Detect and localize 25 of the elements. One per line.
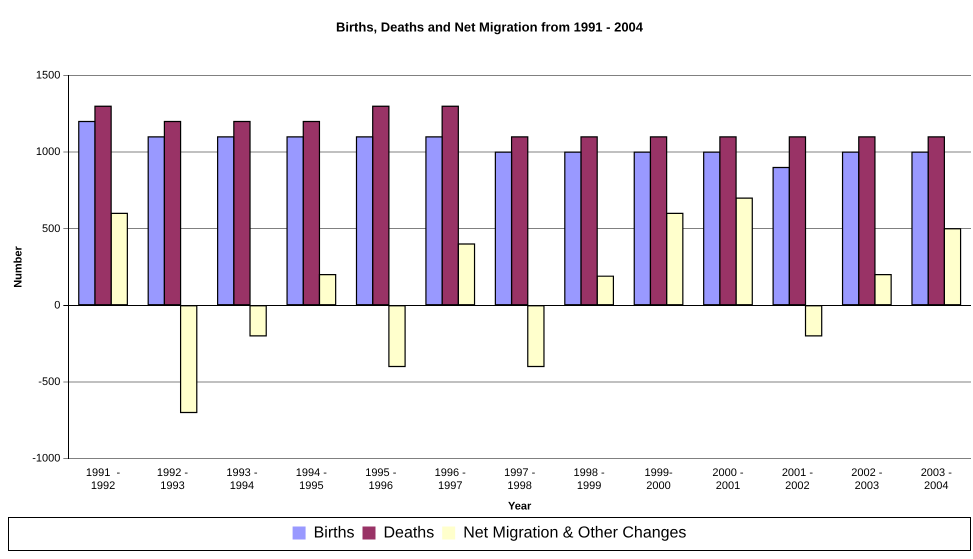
x-tick-label: 1993 - 1994 [226,467,258,492]
x-tick-label: 1997 - 1998 [504,467,536,492]
x-tick-label: 1999- 2000 [644,467,673,492]
x-tick-label: 1991 - 1992 [86,467,121,492]
y-tick-label: 1500 [36,70,60,82]
x-tick-label: 1995 - 1996 [365,467,397,492]
y-tick-label: -1000 [32,452,60,464]
x-tick-label: 1998 - 1999 [574,467,606,492]
x-tick-label: 1996 - 1997 [434,467,466,492]
legend-label: Births [314,524,354,542]
y-axis-title: Number [12,246,25,288]
y-tick-label: 0 [54,299,60,312]
x-tick-label: 2000 - 2001 [712,467,744,492]
x-axis-title: Year [508,500,532,512]
x-tick-label: 1994 - 1995 [296,467,328,492]
y-tick-label: 500 [42,222,60,235]
x-tick-label: 2002 - 2003 [851,467,883,492]
x-tick-label: 2001 - 2002 [782,467,814,492]
legend-label: Deaths [383,524,434,542]
x-tick-label: 1992 - 1993 [156,467,188,492]
chart-title: Births, Deaths and Net Migration from 1991 - 2004 [336,19,644,34]
x-tick-label: 2003 - 2004 [920,467,952,492]
y-tick-label: 1000 [36,146,60,158]
y-tick-label: -500 [38,376,60,388]
legend-label: Net Migration & Other Changes [463,524,686,542]
